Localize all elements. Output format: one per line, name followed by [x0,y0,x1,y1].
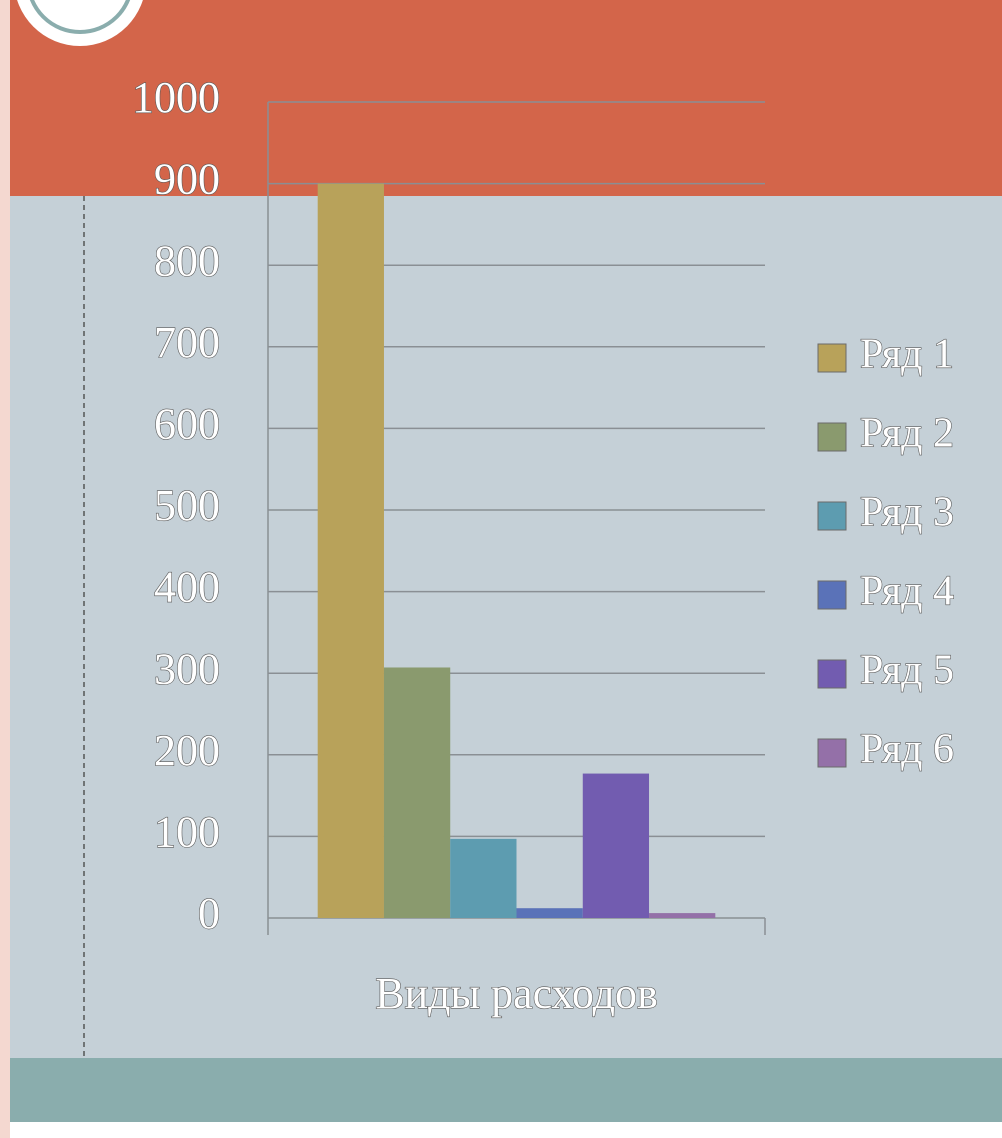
y-tick-label: 600 [154,399,220,448]
y-tick-label: 100 [154,807,220,856]
legend-label: Ряд 3 [860,490,954,536]
bar [317,183,384,919]
y-tick-label: 400 [154,563,220,612]
bar [582,773,650,918]
y-tick-label: 700 [154,318,220,367]
bar [516,908,583,918]
y-tick-label: 500 [154,481,220,530]
legend-swatch [817,422,847,452]
bar [383,667,451,918]
y-tick-label: 1000 [132,73,220,122]
bar [450,838,517,918]
legend-swatch [817,501,847,531]
y-tick-label: 300 [154,644,220,693]
y-tick-label: 200 [154,726,220,775]
legend-swatch [817,738,847,768]
legend-label: Ряд 1 [860,332,954,378]
chart: 0 100 200 300 400 500 600 700 800 900 1000 Виды рас… [131,72,954,1018]
bar [649,913,716,918]
legend-swatch [817,343,847,373]
header-band [10,0,1002,196]
legend-label: Ряд 2 [860,411,954,457]
logo-circle [17,0,143,46]
legend-label: Ряд 4 [860,569,954,615]
footer-band [10,1058,1002,1122]
legend-swatch [817,580,847,610]
logo-ring [29,0,131,34]
x-category-label: Виды расходов [375,969,658,1018]
legend-swatch [817,659,847,689]
side-strip [0,0,10,1138]
legend-label: Ряд 5 [860,648,954,694]
y-tick-label: 900 [154,155,220,204]
y-tick-label: 800 [154,236,220,285]
legend-label: Ряд 6 [860,727,954,773]
y-tick-label: 0 [198,889,220,938]
